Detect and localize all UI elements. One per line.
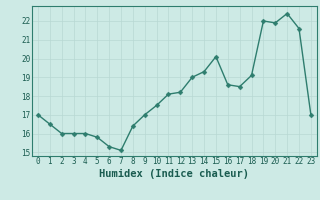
X-axis label: Humidex (Indice chaleur): Humidex (Indice chaleur) xyxy=(100,169,249,179)
